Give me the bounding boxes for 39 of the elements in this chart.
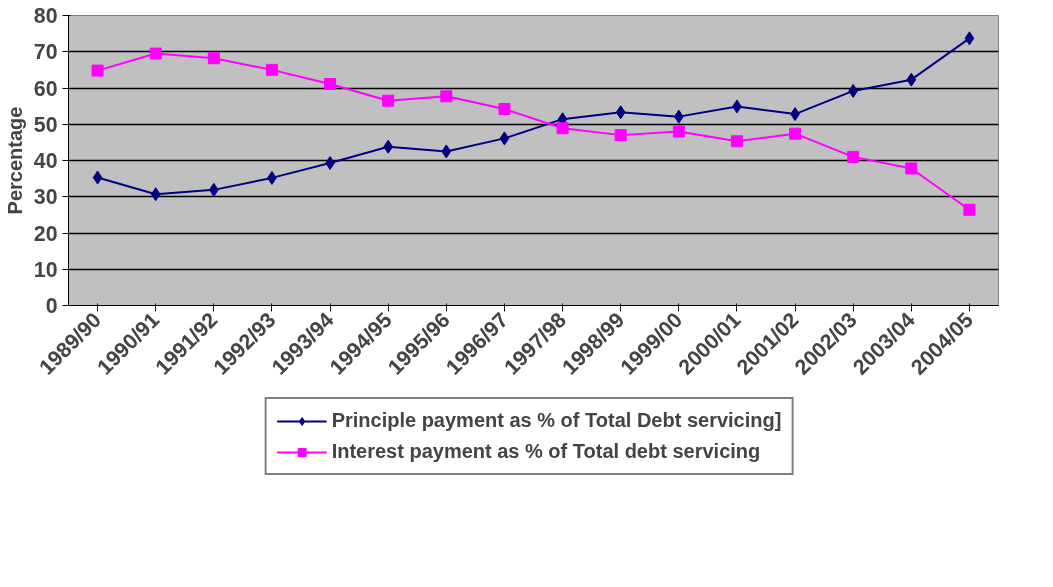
- y-tick-label: 30: [33, 185, 58, 210]
- point: [498, 103, 511, 116]
- point: [265, 63, 278, 76]
- point: [91, 64, 104, 77]
- point: [149, 47, 162, 60]
- point: [730, 135, 743, 148]
- point: [905, 162, 918, 175]
- legend-label: Interest payment as % of Total debt servicing: [331, 440, 761, 463]
- y-axis-title: Percentage: [3, 106, 26, 215]
- point: [964, 31, 975, 46]
- y-tick-label: 70: [33, 40, 58, 65]
- y-tick-label: 80: [33, 4, 58, 28]
- point: [150, 187, 161, 202]
- point: [614, 129, 627, 142]
- point: [615, 105, 626, 120]
- y-tick-label: 50: [33, 112, 58, 137]
- point: [848, 83, 859, 98]
- point: [556, 122, 569, 135]
- point: [673, 109, 684, 124]
- point: [382, 94, 395, 107]
- point: [789, 127, 802, 140]
- point: [963, 203, 976, 216]
- point: [906, 72, 917, 87]
- point: [441, 144, 452, 159]
- y-tick-label: 10: [33, 257, 58, 282]
- y-tick-label: 60: [33, 76, 58, 101]
- y-tick-label: 20: [33, 221, 58, 246]
- point: [324, 78, 337, 91]
- point: [207, 52, 220, 65]
- point: [92, 170, 103, 185]
- point: [208, 182, 219, 197]
- point: [847, 150, 860, 163]
- point: [440, 90, 453, 103]
- legend-label: Principle payment as % of Total Debt servicing]: [331, 409, 782, 432]
- point: [499, 131, 510, 146]
- y-tick-label: 40: [33, 149, 58, 173]
- y-tick-label: 0: [45, 294, 58, 318]
- point: [383, 139, 394, 154]
- point: [672, 125, 685, 138]
